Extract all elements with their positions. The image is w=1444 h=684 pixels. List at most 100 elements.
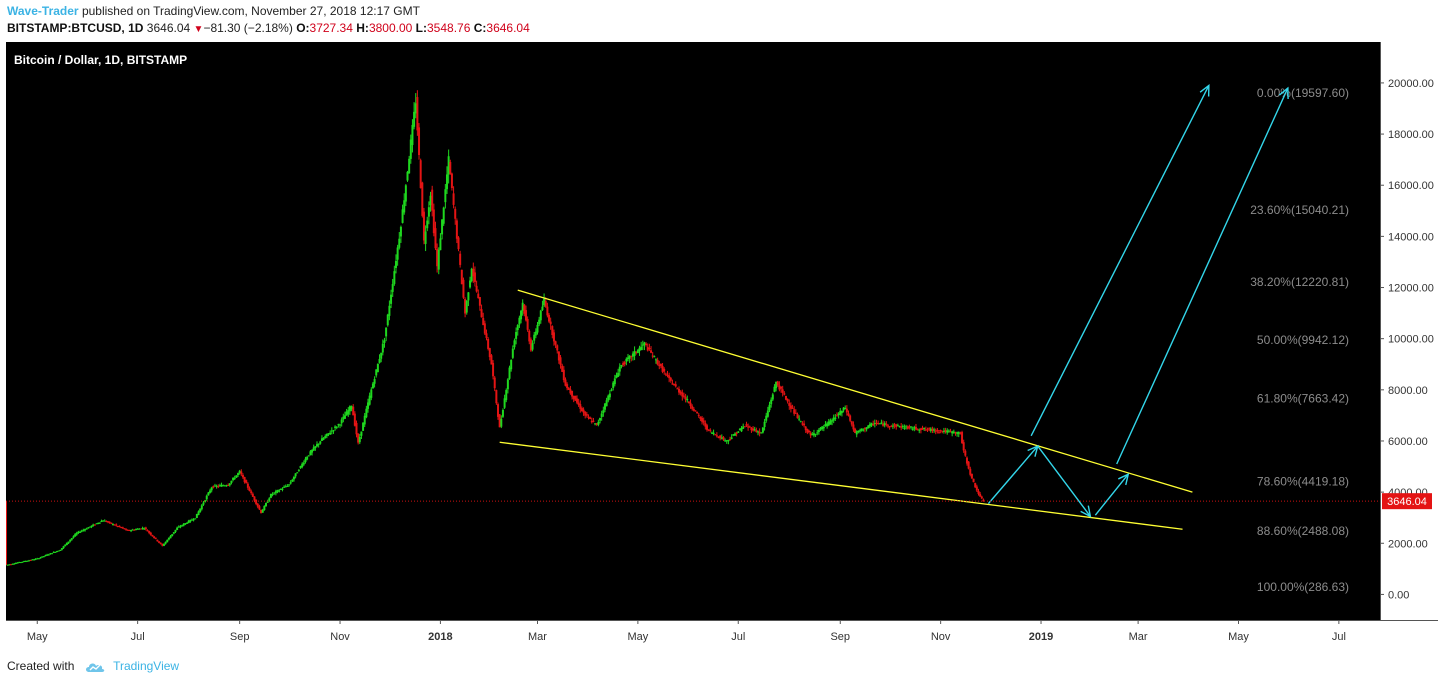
candle-body	[587, 416, 590, 418]
price-chart[interactable]: Bitcoin / Dollar, 1D, BITSTAMP 0.00%(1959…	[6, 42, 1438, 650]
candle-body	[210, 487, 213, 491]
candle-body	[756, 431, 759, 433]
candle-body	[159, 542, 162, 544]
y-tick-label: 18000.00	[1388, 129, 1434, 141]
candle-body	[294, 473, 297, 477]
candle-body	[194, 518, 197, 520]
candle-body	[442, 207, 445, 224]
candle-body	[663, 369, 666, 372]
candle-body	[682, 395, 685, 397]
candle-body	[492, 362, 495, 377]
chart-header: Wave-Trader published on TradingView.com…	[7, 3, 1437, 39]
candle-body	[452, 193, 455, 205]
candle-body	[406, 171, 409, 181]
candle-body	[357, 433, 360, 443]
candle-body	[533, 334, 536, 341]
projection-arrow-head	[1278, 86, 1289, 100]
candle-body	[100, 520, 103, 522]
candle-body	[167, 537, 170, 540]
candle-body	[345, 411, 348, 416]
candle-body	[320, 438, 323, 441]
fib-level-label: 100.00%(286.63)	[1257, 580, 1349, 594]
projection-arrow-head	[1080, 505, 1092, 518]
candle-body	[411, 124, 414, 145]
candle-body	[483, 323, 486, 334]
candle-body	[954, 432, 957, 434]
candle-body	[857, 431, 860, 433]
candle-body	[641, 344, 644, 346]
candle-body	[775, 381, 778, 389]
candle-body	[296, 472, 299, 474]
candle-body	[661, 365, 664, 372]
candle-body	[123, 528, 126, 530]
candle-body	[174, 529, 177, 532]
candle-body	[908, 426, 911, 428]
candle-body	[462, 279, 465, 298]
candle-body	[225, 485, 228, 487]
candle-body	[14, 563, 17, 565]
candle-body	[83, 529, 86, 531]
candle-body	[243, 476, 246, 483]
candle-body	[597, 421, 600, 425]
candle-body	[860, 428, 863, 431]
ohlc-line: BITSTAMP:BTCUSD, 1D 3646.04 ▼−81.30 (−2.…	[7, 20, 1437, 37]
candle-body	[286, 486, 289, 488]
candle-body	[633, 351, 636, 356]
candle-body	[148, 531, 151, 533]
candle-body	[281, 488, 284, 490]
candle-body	[370, 389, 373, 398]
candle-body	[681, 392, 684, 397]
created-with-text: Created with	[7, 659, 75, 673]
candle-body	[260, 509, 263, 514]
candle-body	[133, 529, 136, 531]
candle-body	[162, 544, 165, 546]
candle-body	[128, 530, 131, 532]
candle-body	[36, 558, 39, 560]
candle-body	[584, 411, 587, 416]
candle-body	[786, 398, 789, 402]
tradingview-link[interactable]: TradingView	[113, 659, 180, 673]
candle-body	[418, 127, 421, 156]
candle-body	[534, 331, 537, 336]
candle-body	[622, 363, 625, 365]
chart-title: Bitcoin / Dollar, 1D, BITSTAMP	[14, 53, 187, 67]
y-tick-label: 10000.00	[1388, 334, 1434, 346]
candle-body	[172, 532, 175, 534]
chart-container[interactable]: Bitcoin / Dollar, 1D, BITSTAMP 0.00%(1959…	[6, 42, 1438, 650]
candle-body	[105, 520, 108, 522]
candle-body	[939, 430, 942, 432]
tradingview-cloud-icon[interactable]	[84, 660, 106, 674]
candle-body	[859, 430, 862, 432]
candle-body	[745, 424, 748, 426]
candle-body	[500, 418, 503, 427]
candle-body	[482, 317, 485, 326]
candle-body	[602, 410, 605, 414]
candle-body	[750, 427, 753, 431]
candle-body	[855, 431, 858, 435]
candle-body	[102, 520, 105, 522]
candle-body	[330, 430, 333, 432]
fib-level-label: 23.60%(15040.21)	[1250, 203, 1349, 217]
candle-body	[710, 432, 713, 434]
candle-body	[829, 420, 832, 425]
candle-body	[526, 319, 529, 330]
candle-body	[475, 285, 478, 292]
candle-body	[951, 431, 954, 434]
candle-body	[896, 425, 899, 427]
candle-body	[628, 355, 631, 359]
candle-body	[212, 486, 215, 488]
candle-body	[149, 532, 152, 535]
author-link[interactable]: Wave-Trader	[7, 4, 79, 18]
candle-body	[217, 486, 220, 488]
candle-body	[195, 513, 198, 518]
candle-body	[664, 373, 667, 375]
candle-body	[414, 103, 417, 114]
candle-body	[340, 419, 343, 424]
candle-body	[427, 207, 430, 217]
candle-body	[783, 393, 786, 395]
candle-body	[493, 377, 496, 389]
candle-body	[399, 226, 402, 237]
candle-body	[32, 559, 35, 561]
candle-body	[546, 306, 549, 316]
candle-body	[184, 523, 187, 525]
